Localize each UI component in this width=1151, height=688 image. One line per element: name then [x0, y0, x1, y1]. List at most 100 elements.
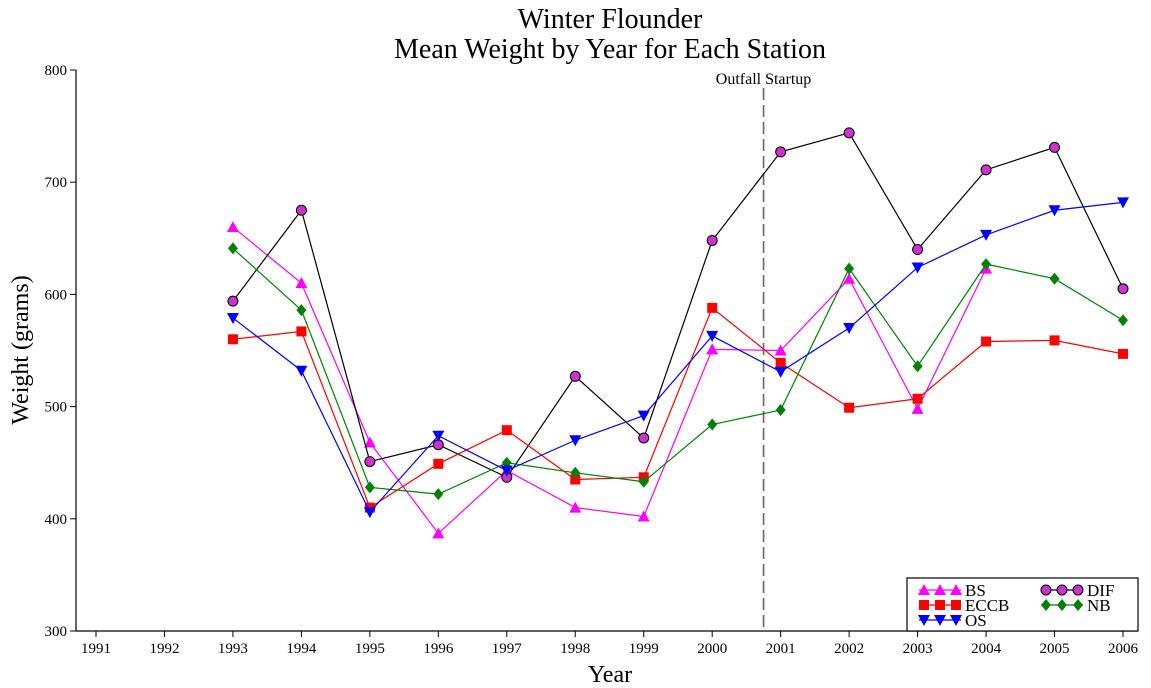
legend-marker-nb [1041, 599, 1051, 611]
series-line-os [232, 201, 1124, 514]
x-tick-label: 1991 [81, 641, 111, 657]
legend: BS DIF ECCB NB OS [906, 577, 1139, 632]
data-point-nb [638, 475, 649, 488]
data-point-os [500, 465, 513, 477]
chart-title: Winter Flounder [518, 4, 703, 35]
series-bs [226, 221, 993, 539]
data-point-eccb [844, 402, 855, 413]
data-point-eccb [912, 393, 923, 404]
data-point-bs [843, 272, 856, 284]
data-point-os [980, 229, 993, 241]
data-point-nb [844, 262, 855, 275]
data-point-os [569, 435, 582, 447]
data-point-os [911, 262, 924, 274]
data-point-dif [569, 370, 581, 382]
y-tick-label: 600 [45, 287, 68, 303]
legend-label-bs: BS [965, 581, 986, 600]
data-point-os [432, 430, 445, 442]
legend-marker-bs [950, 584, 962, 595]
data-point-dif [1117, 283, 1129, 295]
data-point-os [1048, 205, 1061, 217]
x-tick-label: 1997 [492, 641, 523, 657]
y-tick-label: 500 [45, 400, 68, 416]
legend-marker-bs [918, 584, 930, 595]
data-point-dif [364, 456, 376, 468]
data-point-os [295, 365, 308, 377]
legend-marker-bs [934, 584, 946, 595]
legend-item-eccb: ECCB [919, 596, 1009, 615]
data-point-nb [981, 258, 992, 271]
legend-item-bs: BS [918, 581, 986, 600]
data-point-nb [912, 360, 923, 373]
legend-item-os: OS [918, 611, 987, 630]
series-dif [227, 127, 1129, 483]
data-point-eccb [1049, 335, 1060, 346]
series-line-bs [232, 226, 987, 535]
data-point-bs [295, 277, 308, 289]
series-os [226, 197, 1129, 519]
data-point-nb [775, 403, 786, 416]
legend-marker-dif [1072, 584, 1084, 596]
series-line-dif [232, 132, 1124, 479]
data-point-eccb [227, 334, 238, 345]
y-tick-label: 700 [45, 175, 68, 191]
data-point-dif [1049, 141, 1061, 153]
data-point-eccb [775, 357, 786, 368]
legend-marker-eccb [935, 600, 945, 610]
data-point-eccb [433, 458, 444, 469]
x-tick-label: 1992 [149, 641, 179, 657]
data-point-nb [1118, 314, 1128, 327]
x-tick-label: 2001 [766, 641, 796, 657]
data-point-os [843, 323, 856, 335]
series-eccb [227, 302, 1128, 513]
data-point-bs [637, 510, 650, 522]
data-point-eccb [501, 425, 512, 436]
data-point-bs [774, 344, 787, 356]
data-point-nb [296, 304, 307, 317]
data-point-dif [638, 432, 650, 444]
data-point-os [706, 330, 719, 342]
chart-subtitle: Mean Weight by Year for Each Station [394, 34, 826, 65]
data-point-bs [569, 501, 582, 513]
data-point-dif [843, 127, 855, 139]
data-point-eccb [1118, 348, 1128, 359]
data-point-eccb [981, 336, 992, 347]
data-point-dif [227, 295, 239, 307]
y-tick-label: 400 [45, 512, 68, 528]
outfall-startup-label: Outfall Startup [716, 71, 812, 88]
data-point-nb [570, 466, 581, 479]
data-point-os [1117, 197, 1129, 209]
y-tick-label: 800 [45, 63, 68, 79]
x-tick-label: 2003 [903, 641, 933, 657]
data-point-dif [775, 146, 787, 158]
axes: 300 400 500 600 700 800 1991 1992 1993 1994 1995 19… [45, 63, 1139, 657]
legend-label-dif: DIF [1087, 581, 1114, 600]
data-point-nb [227, 242, 238, 255]
data-point-eccb [707, 302, 718, 313]
legend-marker-nb [1073, 599, 1083, 611]
data-point-nb [364, 481, 375, 494]
legend-marker-nb [1057, 599, 1067, 611]
x-tick-label: 1996 [423, 641, 454, 657]
legend-marker-dif [1040, 584, 1052, 596]
x-tick-label: 1994 [286, 641, 317, 657]
data-point-dif [295, 204, 307, 216]
legend-marker-os [950, 615, 962, 626]
x-tick-label: 1993 [218, 641, 248, 657]
data-point-eccb [296, 326, 307, 337]
x-tick-label: 2002 [834, 641, 864, 657]
x-tick-label: 2005 [1040, 641, 1070, 657]
data-point-bs [432, 527, 445, 539]
data-point-dif [912, 244, 924, 256]
data-point-eccb [570, 474, 581, 485]
legend-marker-dif [1056, 584, 1068, 596]
data-point-nb [433, 488, 444, 501]
series-line-nb [232, 247, 1124, 495]
series-line-eccb [232, 306, 1124, 509]
x-tick-label: 1998 [560, 641, 590, 657]
data-point-nb [707, 418, 718, 431]
data-point-bs [226, 221, 239, 233]
data-point-dif [706, 235, 718, 247]
series-layer [226, 127, 1129, 539]
